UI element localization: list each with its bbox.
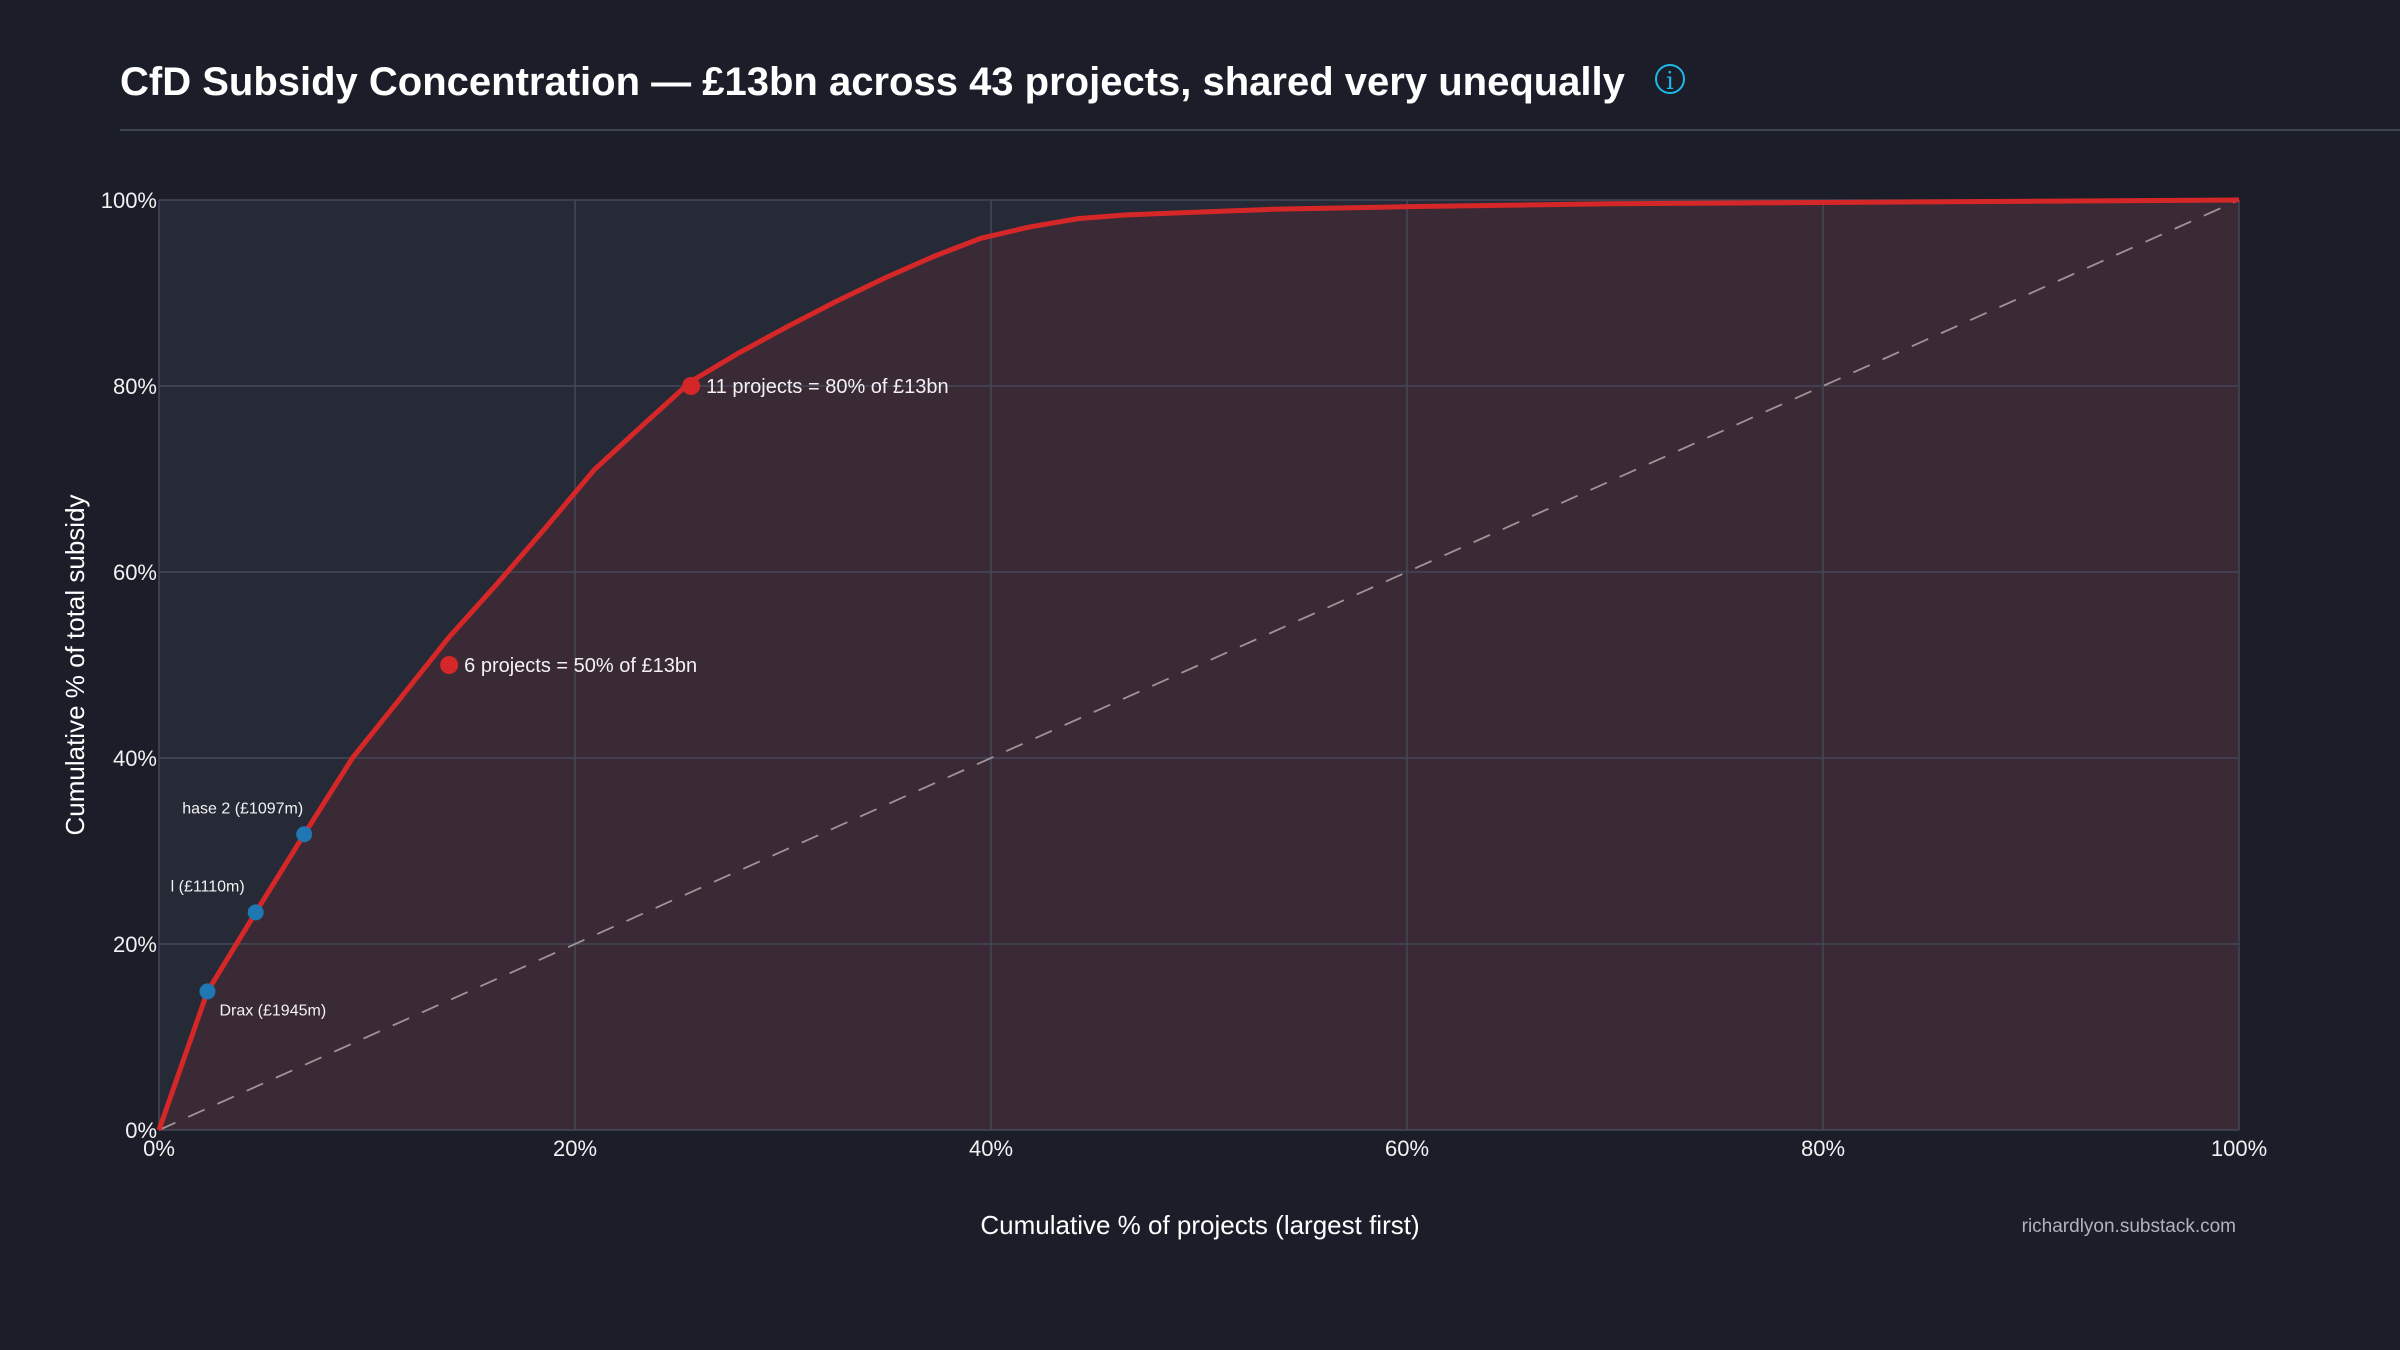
y-tick-label: 40%	[113, 746, 157, 771]
threshold-marker	[682, 377, 701, 395]
x-tick-label: 0%	[143, 1136, 175, 1161]
threshold-annotation: 6 projects = 50% of £13bn	[464, 655, 697, 677]
project-label: Drax (£1945m)	[219, 1002, 326, 1019]
y-tick-label: 20%	[113, 932, 157, 957]
x-tick-label: 40%	[969, 1136, 1013, 1161]
threshold-marker	[440, 656, 459, 674]
y-tick-label: 80%	[113, 374, 157, 399]
project-label: l (£1110m)	[171, 878, 245, 895]
x-tick-label: 80%	[1801, 1136, 1845, 1161]
y-tick-label: 100%	[101, 188, 157, 213]
project-marker	[296, 826, 313, 843]
chart-title: CfD Subsidy Concentration — £13bn across…	[120, 60, 1625, 104]
y-tick-label: 0%	[125, 1118, 157, 1143]
project-marker	[247, 904, 264, 921]
project-label: hase 2 (£1097m)	[182, 800, 303, 817]
x-tick-label: 60%	[1385, 1136, 1429, 1161]
project-marker	[199, 983, 216, 1000]
y-tick-label: 60%	[113, 560, 157, 585]
threshold-annotation: 11 projects = 80% of £13bn	[706, 376, 949, 398]
y-axis-label: Cumulative % of total subsidy	[60, 494, 90, 835]
x-tick-label: 20%	[553, 1136, 597, 1161]
cumulative-subsidy-curve	[156, 197, 2240, 1131]
info-circle-icon[interactable]: i	[1655, 64, 1685, 95]
equality-reference-line	[158, 199, 2240, 1131]
x-tick-label: 100%	[2211, 1136, 2267, 1161]
watermark: richardlyon.substack.com	[2021, 1216, 2236, 1237]
title-divider	[120, 129, 2400, 131]
x-axis-label: Cumulative % of projects (largest first)	[980, 1210, 1419, 1240]
